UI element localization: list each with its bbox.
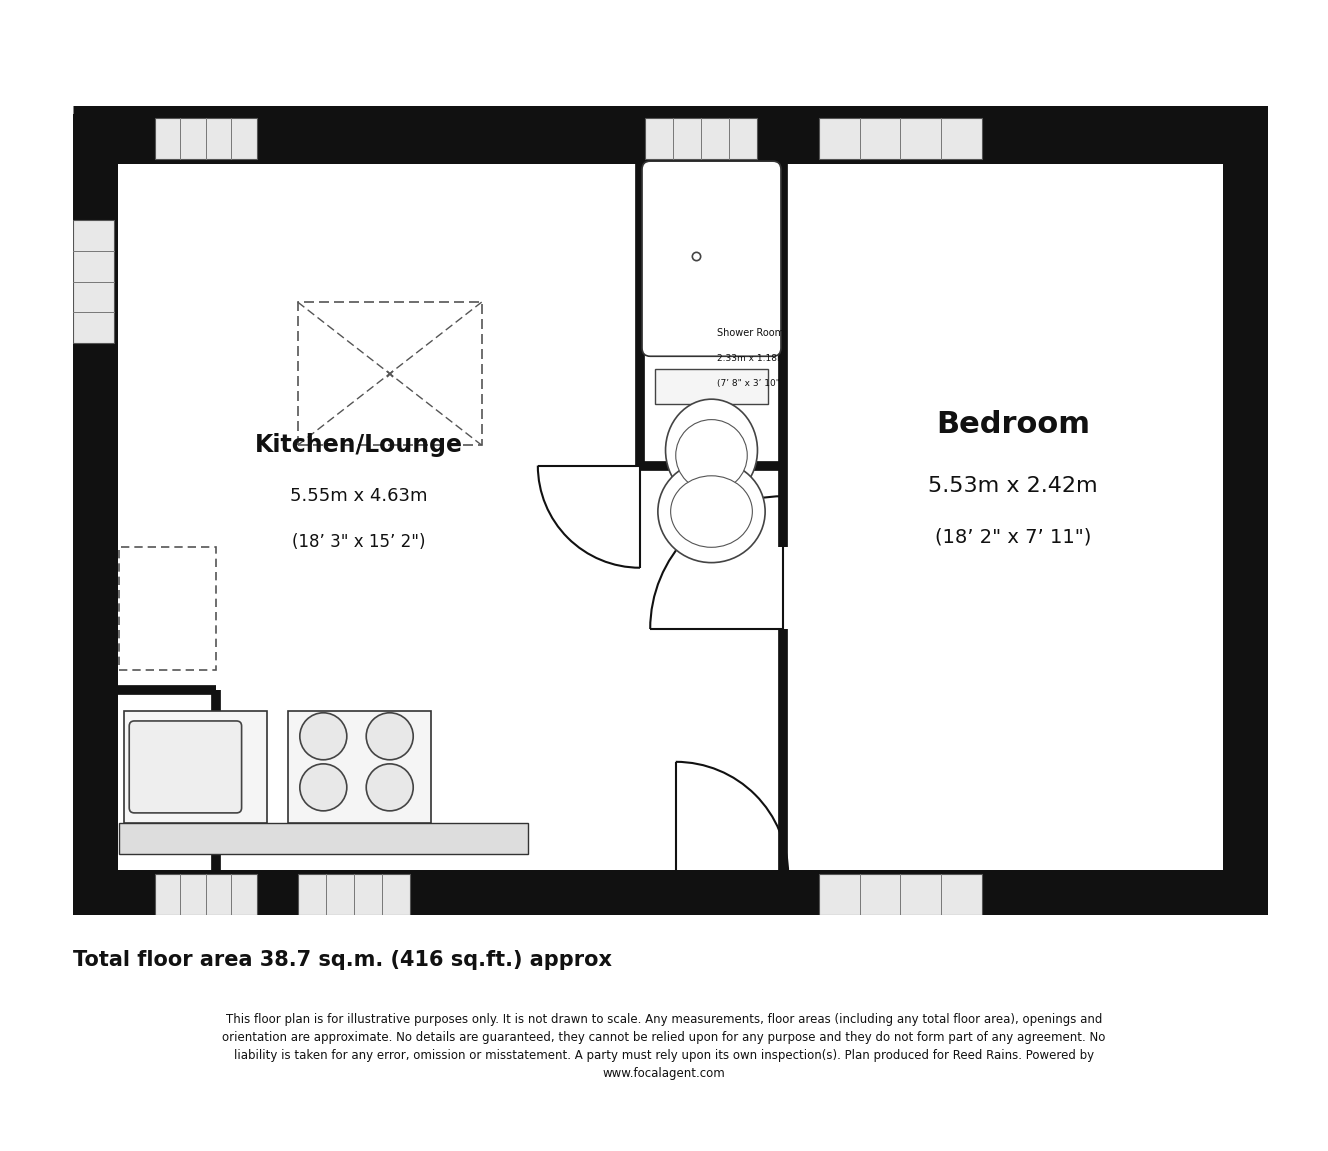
- Bar: [155, 875, 256, 915]
- Bar: [297, 302, 482, 445]
- Bar: [297, 875, 410, 915]
- Text: (18’ 2" x 7’ 11"): (18’ 2" x 7’ 11"): [935, 527, 1092, 547]
- Circle shape: [367, 764, 413, 810]
- Text: 5.53m x 2.42m: 5.53m x 2.42m: [928, 477, 1098, 496]
- Text: Shower Room: Shower Room: [717, 328, 784, 337]
- Bar: [109, 154, 1232, 879]
- Text: Kitchen/Lounge: Kitchen/Lounge: [255, 433, 463, 457]
- FancyBboxPatch shape: [641, 161, 781, 357]
- Bar: [655, 368, 768, 404]
- Text: This floor plan is for illustrative purposes only. It is not drawn to scale. Any: This floor plan is for illustrative purp…: [222, 1013, 1106, 1080]
- Bar: [645, 119, 757, 159]
- Ellipse shape: [665, 399, 757, 502]
- Bar: [73, 220, 114, 343]
- Text: Bedroom: Bedroom: [936, 410, 1090, 440]
- Circle shape: [367, 712, 413, 760]
- Ellipse shape: [657, 460, 765, 563]
- Text: 5.55m x 4.63m: 5.55m x 4.63m: [291, 487, 428, 505]
- Ellipse shape: [676, 420, 748, 491]
- Text: (7’ 8" x 3’ 10"): (7’ 8" x 3’ 10"): [717, 380, 784, 388]
- Bar: [120, 548, 216, 670]
- Bar: [288, 711, 430, 823]
- Bar: [819, 875, 983, 915]
- Bar: [155, 119, 256, 159]
- Bar: [819, 119, 983, 159]
- Circle shape: [300, 712, 347, 760]
- FancyBboxPatch shape: [129, 721, 242, 813]
- Bar: [120, 823, 527, 854]
- Text: 2.33m x 1.18m: 2.33m x 1.18m: [717, 353, 785, 363]
- Text: Total floor area 38.7 sq.m. (416 sq.ft.) approx: Total floor area 38.7 sq.m. (416 sq.ft.)…: [73, 950, 612, 969]
- Bar: [124, 711, 267, 823]
- Circle shape: [300, 764, 347, 810]
- Text: (18’ 3" x 15’ 2"): (18’ 3" x 15’ 2"): [292, 533, 426, 551]
- Ellipse shape: [671, 475, 753, 548]
